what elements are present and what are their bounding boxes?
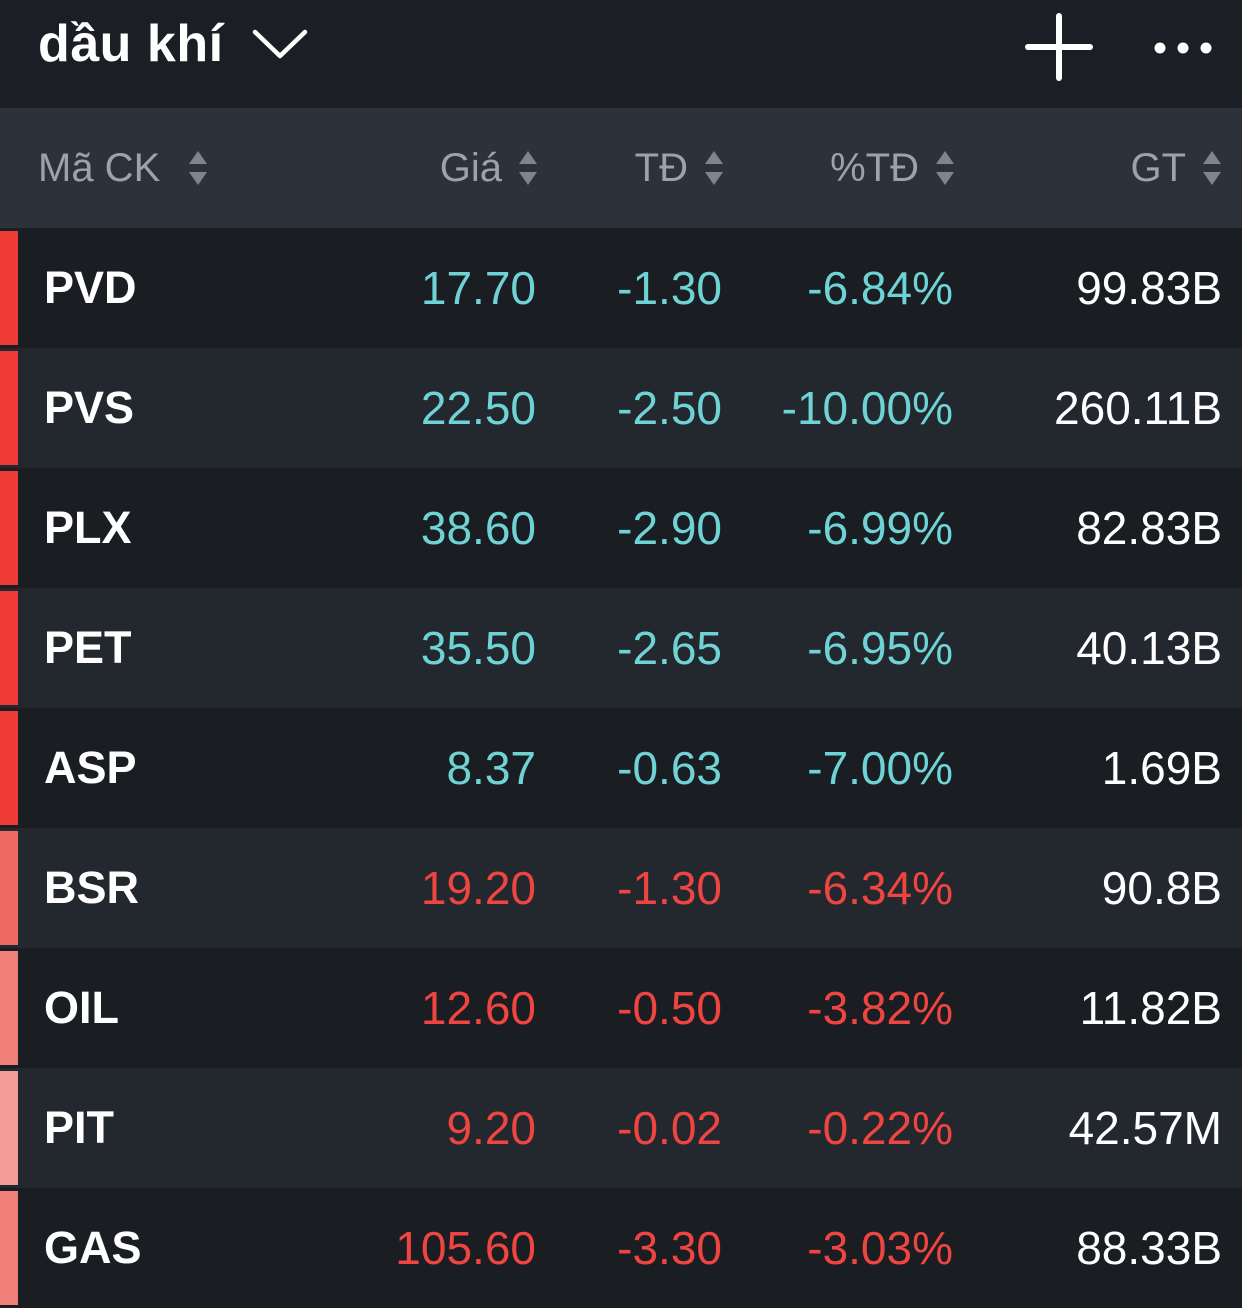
change-cell: -2.90 [617,502,722,554]
symbol-cell: PLX [44,502,132,553]
trend-strip [0,831,18,945]
symbol-cell: BSR [44,862,140,913]
trend-strip [0,231,18,345]
value-cell: 11.82B [1079,982,1222,1034]
value-cell: 90.8B [1101,862,1222,914]
price-cell: 17.70 [420,262,536,314]
header-value-label: GT [1130,145,1186,190]
value-cell: 1.69B [1101,742,1222,794]
change-cell: -2.50 [617,382,722,434]
header-change[interactable]: TĐ [540,108,724,228]
table-row[interactable]: ASP 8.37 -0.63 -7.00% 1.69B [0,708,1242,828]
sort-icon [189,151,208,185]
trend-strip [0,351,18,465]
pct-change-cell: -6.95% [807,622,953,674]
change-cell: -1.30 [617,862,722,914]
header-price-label: Giá [439,145,502,190]
value-cell: 40.13B [1076,622,1222,674]
change-cell: -3.30 [617,1222,722,1274]
more-horizontal-icon[interactable] [1152,28,1214,68]
header-price[interactable]: Giá [300,108,538,228]
plus-icon[interactable] [1024,12,1094,82]
trend-strip [0,591,18,705]
value-cell: 82.83B [1076,502,1222,554]
header-pct[interactable]: %TĐ [730,108,955,228]
price-cell: 35.50 [420,622,536,674]
pct-change-cell: -0.22% [807,1102,953,1154]
table-row[interactable]: PVD 17.70 -1.30 -6.84% 99.83B [0,228,1242,348]
sort-icon [519,151,537,185]
symbol-cell: PVS [44,382,135,433]
trend-strip [0,951,18,1065]
price-cell: 105.60 [395,1222,536,1274]
price-cell: 8.37 [446,742,536,794]
symbol-cell: PIT [44,1102,115,1153]
change-cell: -1.30 [617,262,722,314]
pct-change-cell: -7.00% [807,742,953,794]
table-row[interactable]: OIL 12.60 -0.50 -3.82% 11.82B [0,948,1242,1068]
value-cell: 260.11B [1054,382,1222,434]
watchlist-title: dầu khí [38,15,224,73]
table-row[interactable]: PVS 22.50 -2.50 -10.00% 260.11B [0,348,1242,468]
stock-table: PVD 17.70 -1.30 -6.84% 99.83B PVS 22.50 … [0,228,1242,1308]
pct-change-cell: -10.00% [781,382,953,434]
trend-strip [0,1191,18,1305]
table-row[interactable]: GAS 105.60 -3.30 -3.03% 88.33B [0,1188,1242,1308]
table-row[interactable]: PLX 38.60 -2.90 -6.99% 82.83B [0,468,1242,588]
table-header: Mã CK Giá TĐ %TĐ GT [0,108,1242,228]
price-cell: 12.60 [420,982,536,1034]
price-cell: 9.20 [446,1102,536,1154]
pct-change-cell: -6.84% [807,262,953,314]
trend-strip [0,471,18,585]
chevron-down-icon [252,29,307,59]
value-cell: 88.33B [1076,1222,1222,1274]
price-cell: 19.20 [420,862,536,914]
symbol-cell: ASP [44,742,137,793]
change-cell: -0.02 [617,1102,722,1154]
pct-change-cell: -6.99% [807,502,953,554]
table-row[interactable]: PIT 9.20 -0.02 -0.22% 42.57M [0,1068,1242,1188]
trend-strip [0,1071,18,1185]
pct-change-cell: -6.34% [807,862,953,914]
sort-icon [705,151,723,185]
table-row[interactable]: PET 35.50 -2.65 -6.95% 40.13B [0,588,1242,708]
value-cell: 42.57M [1068,1102,1222,1154]
change-cell: -0.50 [617,982,722,1034]
symbol-cell: PVD [44,262,137,313]
change-cell: -0.63 [617,742,722,794]
table-row[interactable]: BSR 19.20 -1.30 -6.34% 90.8B [0,828,1242,948]
pct-change-cell: -3.82% [807,982,953,1034]
sort-icon [936,151,954,185]
header-symbol-label: Mã CK [38,145,161,190]
price-cell: 38.60 [420,502,536,554]
header-pct-label: %TĐ [830,145,919,190]
header-value[interactable]: GT [990,108,1222,228]
pct-change-cell: -3.03% [807,1222,953,1274]
header-symbol[interactable]: Mã CK [38,108,208,228]
symbol-cell: GAS [44,1222,142,1273]
trend-strip [0,711,18,825]
header-change-label: TĐ [634,145,688,190]
symbol-cell: OIL [44,982,119,1033]
watchlist-selector[interactable]: dầu khí [38,12,308,76]
change-cell: -2.65 [617,622,722,674]
symbol-cell: PET [44,622,132,673]
sort-icon [1203,151,1221,185]
value-cell: 99.83B [1076,262,1222,314]
price-cell: 22.50 [420,382,536,434]
top-bar: dầu khí [0,0,1242,108]
